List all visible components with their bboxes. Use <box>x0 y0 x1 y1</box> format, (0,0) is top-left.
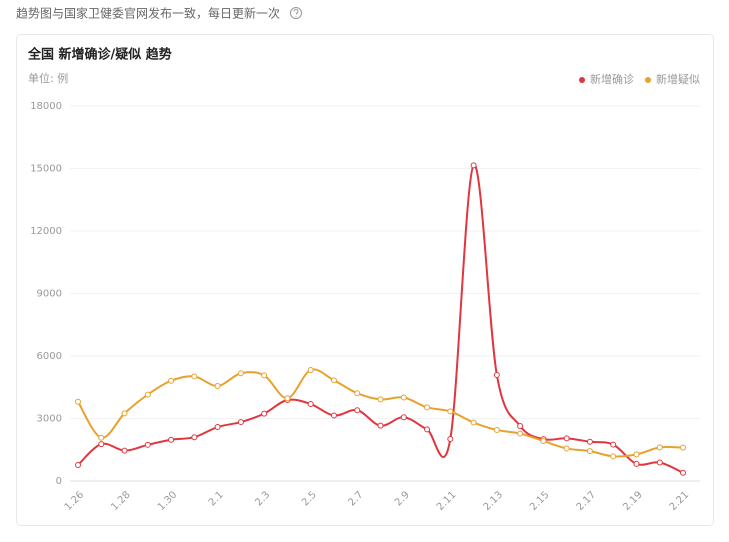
data-point <box>447 408 454 415</box>
data-point <box>680 469 686 476</box>
card <box>16 34 714 526</box>
data-point <box>586 438 593 445</box>
data-point <box>191 373 198 380</box>
y-tick-label: 15000 <box>30 164 62 175</box>
data-point <box>447 436 454 443</box>
y-tick-label: 9000 <box>37 289 62 300</box>
data-point <box>144 441 151 448</box>
data-point <box>377 422 384 429</box>
data-point <box>377 396 384 403</box>
data-point <box>400 414 407 421</box>
data-point <box>214 424 221 431</box>
data-point <box>540 438 547 445</box>
y-tick-label: 6000 <box>37 351 62 362</box>
data-point <box>98 441 105 448</box>
y-tick-label: 3000 <box>37 414 62 425</box>
data-point <box>610 441 617 448</box>
data-point <box>470 419 477 426</box>
data-point <box>144 391 151 398</box>
data-point <box>261 372 268 379</box>
header-note: 趋势图与国家卫健委官网发布一致，每日更新一次 <box>16 6 280 21</box>
data-point <box>330 377 337 384</box>
legend-swatch <box>645 77 651 83</box>
legend-swatch <box>579 77 585 83</box>
data-point <box>424 404 431 411</box>
data-point <box>214 382 221 389</box>
data-point <box>307 367 314 373</box>
data-point <box>563 445 570 452</box>
data-point <box>586 448 593 455</box>
data-point <box>98 434 105 441</box>
data-point <box>121 447 128 454</box>
data-point <box>633 451 640 458</box>
data-point <box>75 461 81 468</box>
data-point <box>610 453 617 460</box>
data-point <box>261 410 268 417</box>
data-point <box>121 410 128 417</box>
data-point <box>307 401 314 408</box>
legend-label: 新增疑似 <box>656 72 700 86</box>
data-point <box>237 370 244 377</box>
data-point <box>517 422 524 429</box>
data-point <box>493 426 500 433</box>
data-point <box>680 444 686 451</box>
unit-label: 单位: 例 <box>28 71 68 85</box>
data-point <box>168 436 175 443</box>
data-point <box>517 430 524 437</box>
y-tick-label: 0 <box>56 476 62 487</box>
data-point <box>191 434 198 441</box>
y-tick-label: 18000 <box>30 101 62 112</box>
data-point <box>168 377 175 384</box>
y-tick-label: 12000 <box>30 226 62 237</box>
data-point <box>237 419 244 426</box>
data-point <box>493 371 500 378</box>
chart-title: 全国 新增确诊/疑似 趋势 <box>27 47 172 63</box>
data-point <box>284 395 291 402</box>
help-icon[interactable] <box>290 7 302 19</box>
data-point <box>354 390 361 397</box>
legend: 新增疑似 新增确诊 <box>579 72 700 86</box>
data-point <box>470 162 477 169</box>
data-point <box>633 460 640 467</box>
legend-label: 新增确诊 <box>590 72 634 86</box>
data-point <box>330 412 337 419</box>
data-point <box>656 444 663 451</box>
data-point <box>400 394 407 401</box>
data-point <box>354 407 361 414</box>
data-point <box>75 398 81 405</box>
data-point <box>563 435 570 442</box>
data-point <box>424 426 431 433</box>
data-point <box>656 459 663 466</box>
